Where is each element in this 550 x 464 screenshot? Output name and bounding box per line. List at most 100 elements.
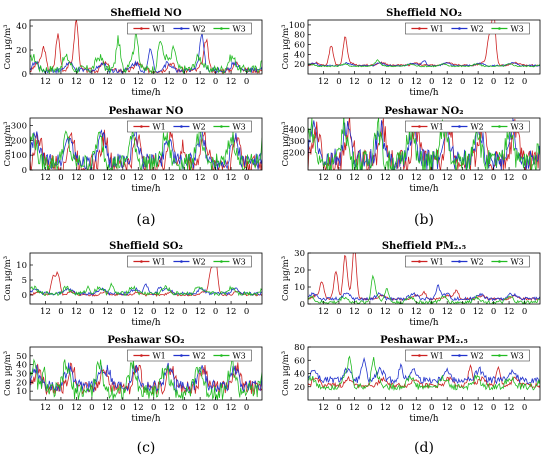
x-axis-label: time/h (131, 318, 160, 328)
x-tick-label: 12 (411, 77, 422, 87)
x-tick-label: 12 (195, 403, 206, 413)
x-tick-label: 12 (164, 173, 175, 183)
series-line-w2 (308, 284, 540, 302)
legend-label-w3: W3 (510, 258, 523, 267)
y-tick-label: 80 (294, 31, 305, 41)
series-line-w1 (308, 20, 540, 67)
chart-title: Peshawar NO (109, 106, 184, 117)
legend-label-w3: W3 (510, 352, 523, 361)
legend-label-w1: W1 (152, 352, 165, 361)
x-tick-label: 0 (89, 307, 94, 317)
panel-label: (a) (136, 212, 155, 228)
x-tick-label: 12 (71, 307, 82, 317)
x-tick-label: 0 (336, 77, 341, 87)
x-tick-label: 0 (151, 77, 156, 87)
x-tick-label: 12 (133, 403, 144, 413)
x-tick-label: 0 (120, 77, 125, 87)
legend-marker-w1 (418, 260, 421, 263)
x-tick-label: 12 (380, 307, 391, 317)
x-tick-label: 0 (460, 173, 465, 183)
y-tick-label: 40 (294, 50, 305, 60)
legend-label-w1: W1 (152, 258, 165, 267)
plot-area (30, 358, 262, 400)
x-tick-label: 12 (318, 173, 329, 183)
y-tick-label: 100 (289, 21, 305, 31)
x-tick-label: 0 (460, 307, 465, 317)
legend-label-w1: W1 (430, 25, 443, 34)
x-tick-label: 0 (120, 173, 125, 183)
x-tick-label: 0 (120, 307, 125, 317)
y-axis-label: Con µg/m³ (281, 351, 291, 396)
x-tick-label: 0 (522, 173, 527, 183)
x-tick-label: 12 (226, 77, 237, 87)
series-line-w2 (30, 33, 262, 74)
x-tick-label: 0 (58, 173, 63, 183)
x-tick-label: 12 (349, 77, 360, 87)
series-line-w3 (30, 33, 262, 74)
x-tick-label: 0 (429, 173, 434, 183)
axes-frame (307, 252, 541, 305)
x-tick-label: 12 (195, 307, 206, 317)
plot-area (30, 257, 262, 297)
legend-marker-w1 (140, 27, 143, 30)
x-tick-label: 0 (213, 307, 218, 317)
x-tick-label: 12 (164, 403, 175, 413)
legend-label-w2: W2 (470, 352, 483, 361)
legend-marker-w2 (180, 27, 183, 30)
y-tick-label: 300 (11, 121, 27, 131)
legend-label-w1: W1 (430, 352, 443, 361)
chart-title: Peshawar PM₂.₅ (380, 335, 468, 346)
legend-marker-w3 (498, 354, 501, 357)
axes-frame (29, 117, 263, 171)
legend: W1 W2 W3 (405, 349, 530, 362)
x-tick-label: 12 (133, 307, 144, 317)
x-tick-label: 0 (367, 77, 372, 87)
x-tick-label: 0 (460, 403, 465, 413)
legend-label-w3: W3 (232, 258, 245, 267)
x-tick-label: 12 (504, 77, 515, 87)
x-tick-label: 12 (442, 403, 453, 413)
legend-marker-w3 (498, 260, 501, 263)
x-tick-label: 0 (244, 77, 249, 87)
series-line-w3 (308, 355, 540, 392)
x-tick-label: 12 (40, 403, 51, 413)
x-tick-label: 12 (133, 77, 144, 87)
y-tick-label: 0 (22, 70, 27, 80)
y-tick-label: 20 (294, 60, 305, 70)
x-tick-label: 12 (349, 173, 360, 183)
x-tick-label: 12 (164, 307, 175, 317)
plot-area (30, 128, 262, 170)
y-tick-label: 60 (294, 356, 305, 366)
x-tick-label: 12 (226, 403, 237, 413)
chart-title: Sheffield NO (110, 8, 182, 19)
x-tick-label: 0 (429, 77, 434, 87)
plot-area (308, 253, 540, 304)
y-tick-label: 0 (22, 291, 27, 301)
x-tick-label: 12 (102, 173, 113, 183)
x-tick-label: 12 (40, 77, 51, 87)
series-line-w3 (308, 59, 540, 68)
legend-label-w1: W1 (152, 123, 165, 132)
plot-area (30, 20, 262, 74)
y-tick-label: 10 (16, 261, 27, 271)
legend-marker-w3 (220, 260, 223, 263)
y-tick-label: 5 (22, 276, 27, 286)
x-tick-label: 0 (151, 173, 156, 183)
chart-title: Peshawar SO₂ (107, 335, 184, 346)
x-tick-label: 0 (429, 403, 434, 413)
x-tick-label: 0 (522, 307, 527, 317)
legend-marker-w2 (458, 260, 461, 263)
legend-label-w1: W1 (430, 123, 443, 132)
x-tick-label: 12 (102, 77, 113, 87)
x-tick-label: 12 (411, 403, 422, 413)
y-tick-label: 40 (294, 370, 305, 380)
x-tick-label: 12 (318, 77, 329, 87)
x-tick-label: 0 (89, 403, 94, 413)
x-tick-label: 0 (182, 307, 187, 317)
x-tick-label: 0 (89, 77, 94, 87)
